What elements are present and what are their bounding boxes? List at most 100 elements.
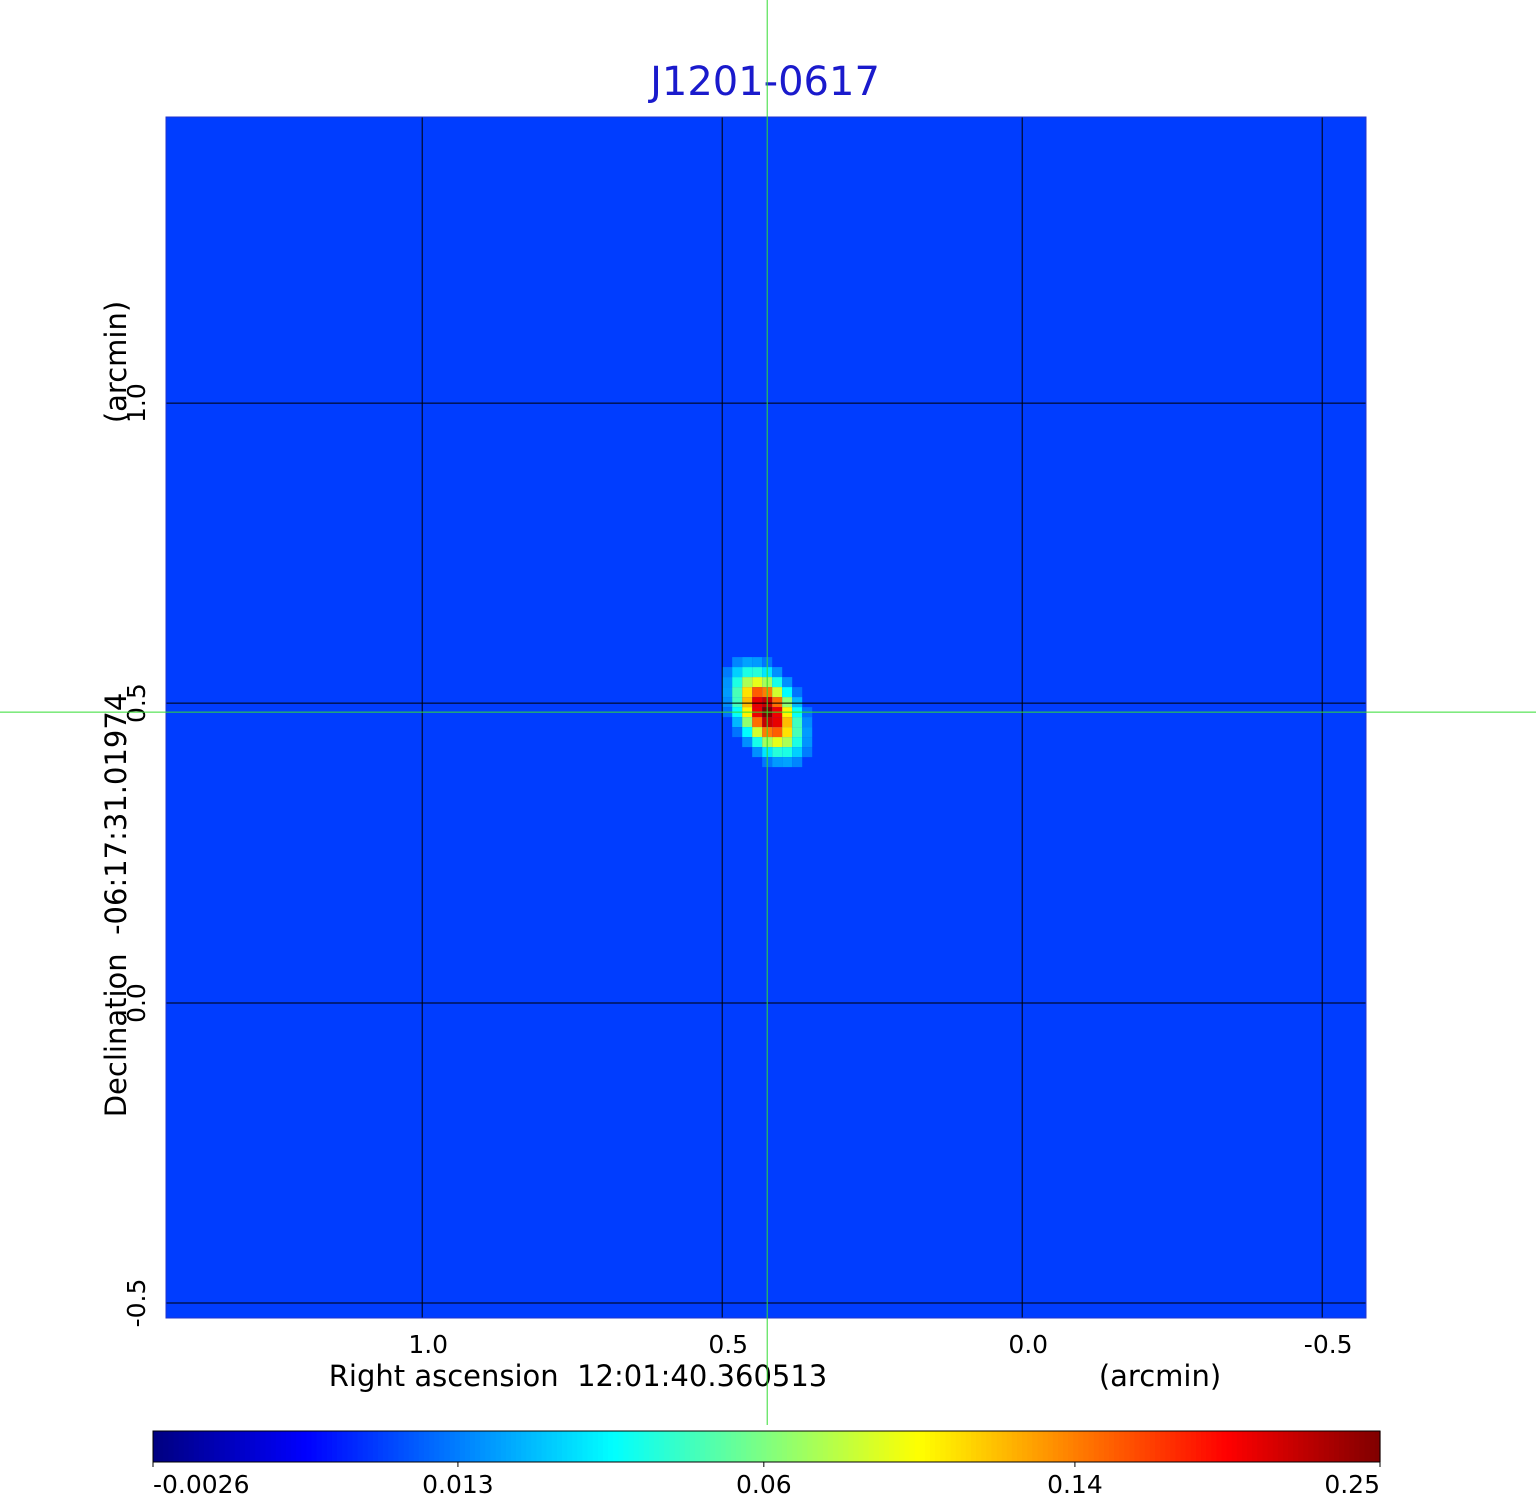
source-pixel	[752, 657, 763, 668]
colorbar-swatch	[1206, 1431, 1212, 1462]
source-pixel	[782, 737, 793, 748]
colorbar-swatch	[188, 1431, 195, 1462]
colorbar-swatch	[459, 1431, 466, 1462]
colorbar-swatch	[1374, 1431, 1381, 1462]
source-pixel	[732, 657, 743, 668]
colorbar-swatch	[367, 1431, 374, 1462]
colorbar-swatch	[495, 1431, 502, 1462]
colorbar-swatch	[853, 1431, 860, 1462]
colorbar-tick-label: 0.013	[422, 1470, 494, 1499]
colorbar-swatch	[730, 1431, 737, 1462]
x-tick-label: 0.5	[708, 1330, 748, 1359]
colorbar-swatch	[1078, 1431, 1085, 1462]
colorbar-swatch	[776, 1431, 783, 1462]
source-pixel	[792, 747, 803, 758]
colorbar-swatch	[1063, 1431, 1069, 1462]
colorbar-swatch	[909, 1431, 916, 1462]
colorbar-swatch	[199, 1431, 205, 1462]
source-pixel	[732, 727, 743, 738]
colorbar-swatch	[582, 1431, 589, 1462]
colorbar-swatch	[1287, 1431, 1294, 1462]
colorbar-swatch	[597, 1431, 604, 1462]
colorbar-swatch	[250, 1431, 256, 1462]
colorbar-swatch	[418, 1431, 425, 1462]
source-pixel	[782, 727, 793, 738]
source-pixel	[722, 667, 733, 678]
colorbar-swatch	[674, 1431, 681, 1462]
source-pixel	[752, 677, 763, 688]
colorbar-swatch	[971, 1431, 977, 1462]
colorbar-swatch	[1282, 1431, 1289, 1462]
colorbar-swatch	[1022, 1431, 1028, 1462]
colorbar-swatch	[700, 1431, 706, 1462]
source-pixel	[802, 747, 813, 758]
colorbar-swatch	[786, 1431, 793, 1462]
source-pixel	[752, 667, 763, 678]
colorbar-swatch	[464, 1431, 471, 1462]
source-pixel	[802, 737, 813, 748]
colorbar-swatch	[475, 1431, 481, 1462]
colorbar-swatch	[623, 1431, 630, 1462]
source-pixel	[792, 757, 803, 768]
colorbar-swatch	[1195, 1431, 1202, 1462]
colorbar-swatch	[546, 1431, 553, 1462]
colorbar-swatch	[1257, 1431, 1264, 1462]
source-pixel	[782, 717, 793, 728]
colorbar-swatch	[1006, 1431, 1013, 1462]
colorbar-swatch	[868, 1431, 875, 1462]
colorbar-swatch	[781, 1431, 788, 1462]
source-pixel	[742, 667, 753, 678]
colorbar-swatch	[347, 1431, 353, 1462]
source-pixel	[752, 747, 763, 758]
colorbar-swatch	[357, 1431, 364, 1462]
colorbar-swatch	[1226, 1431, 1233, 1462]
source-pixel	[742, 737, 753, 748]
source-pixel	[792, 697, 803, 708]
colorbar-swatch	[515, 1431, 522, 1462]
colorbar-swatch	[602, 1431, 609, 1462]
colorbar-swatch	[275, 1431, 282, 1462]
y-axis-unit: (arcmin)	[99, 301, 133, 423]
colorbar-swatch	[1364, 1431, 1371, 1462]
colorbar-swatch	[408, 1431, 415, 1462]
colorbar-swatch	[1001, 1431, 1008, 1462]
colorbar-swatch	[567, 1431, 573, 1462]
colorbar-swatch	[1277, 1431, 1284, 1462]
colorbar-swatch	[1083, 1431, 1090, 1462]
source-pixel	[782, 687, 793, 698]
colorbar-swatch	[1047, 1431, 1054, 1462]
colorbar-swatch	[802, 1431, 808, 1462]
source-pixel	[742, 657, 753, 668]
colorbar-swatch	[1349, 1431, 1356, 1462]
source-pixel	[772, 747, 783, 758]
colorbar-swatch	[510, 1431, 517, 1462]
colorbar-swatch	[889, 1431, 895, 1462]
colorbar-swatch	[434, 1431, 440, 1462]
colorbar-swatch	[746, 1431, 752, 1462]
colorbar-swatch	[572, 1431, 578, 1462]
colorbar-swatch	[669, 1431, 676, 1462]
colorbar-swatch	[807, 1431, 814, 1462]
colorbar-swatch	[935, 1431, 941, 1462]
colorbar-swatch	[1303, 1431, 1310, 1462]
colorbar-swatch	[1170, 1431, 1177, 1462]
source-pixel	[792, 717, 803, 728]
colorbar-swatch	[1073, 1431, 1079, 1462]
source-pixel	[752, 697, 763, 708]
colorbar-swatch	[705, 1431, 711, 1462]
colorbar-swatch	[500, 1431, 507, 1462]
source-pixel	[792, 687, 803, 698]
colorbar-swatch	[608, 1431, 614, 1462]
source-pixel	[732, 667, 743, 678]
colorbar-swatch	[1298, 1431, 1304, 1462]
colorbar-swatch	[628, 1431, 635, 1462]
colorbar-swatch	[981, 1431, 987, 1462]
colorbar-swatch	[817, 1431, 824, 1462]
colorbar-swatch	[679, 1431, 686, 1462]
colorbar-swatch	[158, 1431, 164, 1462]
colorbar-swatch	[643, 1431, 650, 1462]
colorbar-swatch	[792, 1431, 798, 1462]
source-pixel	[772, 667, 783, 678]
colorbar-swatch	[838, 1431, 844, 1462]
